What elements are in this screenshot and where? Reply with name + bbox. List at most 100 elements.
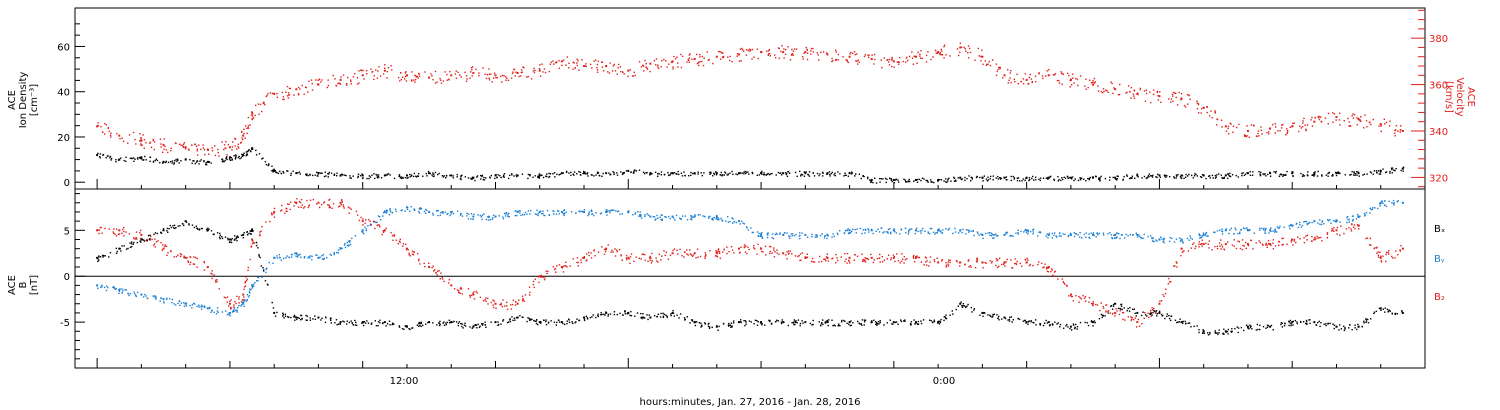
density-sample	[154, 159, 156, 162]
velocity-sample	[943, 44, 946, 46]
density-sample	[264, 161, 267, 163]
bz-point	[737, 247, 740, 250]
density-sample	[1221, 177, 1223, 179]
bz-sample	[165, 245, 168, 248]
density-sample	[1369, 171, 1372, 173]
bx-sample	[1074, 327, 1076, 330]
bz-point	[317, 201, 320, 204]
bz-point	[96, 229, 99, 232]
by-sample	[520, 214, 522, 217]
bz-sample	[1105, 310, 1107, 312]
bz-sample	[577, 261, 579, 264]
density-sample	[1098, 177, 1100, 179]
bz-sample	[223, 296, 226, 299]
velocity-sample	[1306, 124, 1309, 126]
velocity-sample	[789, 59, 792, 61]
by-sample	[847, 228, 849, 230]
velocity-point	[782, 51, 785, 54]
velocity-sample	[108, 130, 110, 133]
velocity-sample	[1335, 119, 1337, 121]
by-sample	[1110, 234, 1113, 236]
bx-sample	[553, 321, 556, 323]
density-sample	[503, 176, 505, 178]
density-sample	[386, 174, 388, 176]
bx-sample	[234, 239, 236, 241]
by-sample	[795, 233, 797, 236]
bz-sample	[509, 304, 512, 306]
bx-sample	[860, 323, 862, 325]
bx-sample	[182, 224, 185, 227]
velocity-sample	[1129, 91, 1131, 93]
density-sample	[800, 173, 802, 176]
by-sample	[215, 312, 218, 315]
bx-sample	[672, 312, 675, 315]
bz-sample	[510, 308, 513, 310]
bx-sample	[764, 324, 766, 326]
velocity-sample	[1305, 128, 1307, 130]
bx-sample	[967, 303, 969, 306]
bz-point	[494, 302, 497, 305]
density-point	[1357, 172, 1360, 175]
velocity-sample	[863, 55, 866, 58]
bx-sample	[662, 312, 664, 315]
density-sample	[515, 175, 518, 178]
velocity-sample	[308, 80, 310, 83]
bz-sample	[1272, 242, 1274, 244]
by-sample	[1032, 233, 1034, 235]
bx-sample	[1084, 321, 1086, 324]
by-sample	[661, 219, 663, 221]
velocity-sample	[881, 66, 883, 69]
density-sample	[787, 171, 790, 173]
by-sample	[1319, 223, 1321, 225]
by-sample	[790, 233, 792, 235]
density-sample	[436, 173, 439, 176]
density-tick-label: 0	[64, 178, 70, 189]
density-sample	[222, 160, 224, 162]
velocity-sample	[699, 53, 701, 56]
by-sample	[715, 218, 717, 220]
bz-sample	[769, 250, 772, 253]
density-sample	[500, 176, 502, 179]
by-sample	[210, 311, 212, 314]
bx-sample	[904, 319, 906, 321]
bz-sample	[1130, 319, 1132, 322]
bx-sample	[439, 323, 441, 326]
density-sample	[534, 175, 536, 177]
density-sample	[1116, 177, 1118, 180]
density-sample	[1260, 171, 1262, 174]
by-sample	[508, 215, 510, 218]
bx-sample	[672, 309, 674, 312]
by-sample	[523, 214, 526, 216]
by-sample	[727, 221, 730, 223]
bz-sample	[640, 258, 642, 260]
velocity-sample	[941, 54, 944, 56]
by-point	[627, 210, 630, 213]
by-sample	[1348, 218, 1350, 221]
density-sample	[409, 173, 411, 176]
bx-sample	[597, 315, 600, 318]
bz-sample	[500, 302, 502, 305]
velocity-sample	[887, 59, 889, 61]
bz-sample	[502, 299, 504, 301]
bz-sample	[250, 245, 253, 247]
velocity-sample	[977, 47, 980, 50]
by-sample	[1168, 240, 1171, 243]
by-sample	[248, 294, 251, 297]
bx-sample	[1010, 316, 1013, 318]
by-sample	[977, 232, 979, 235]
bz-sample	[864, 259, 866, 262]
bx-sample	[260, 265, 263, 267]
bz-sample	[903, 262, 905, 264]
velocity-sample	[1197, 103, 1200, 106]
velocity-sample	[370, 68, 372, 70]
bz-sample	[173, 256, 175, 258]
density-sample	[780, 174, 783, 176]
density-point	[184, 158, 187, 161]
density-sample	[1115, 179, 1118, 181]
velocity-sample	[1372, 118, 1374, 121]
bz-sample	[135, 231, 138, 233]
bz-sample	[1286, 243, 1288, 245]
density-sample	[660, 171, 663, 173]
bx-sample	[257, 247, 259, 249]
bz-sample	[1131, 318, 1133, 320]
